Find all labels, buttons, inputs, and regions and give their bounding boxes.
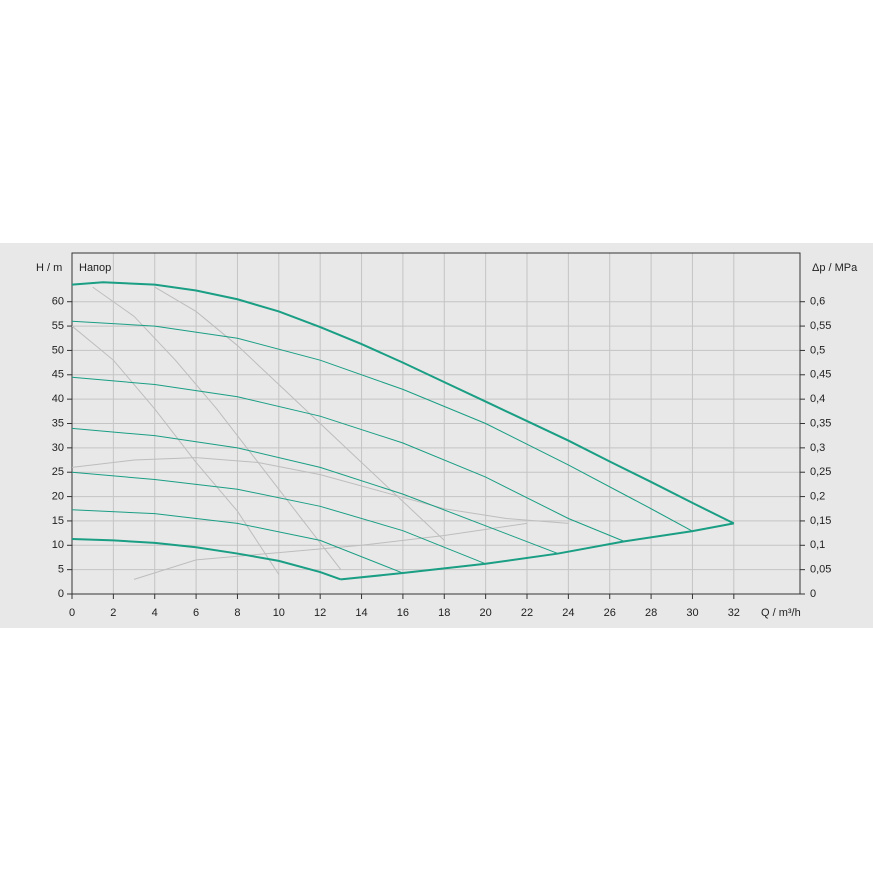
x-tick-label: 2: [110, 607, 116, 619]
y-tick-label: 5: [58, 564, 64, 576]
y-tick-label: 60: [52, 296, 64, 308]
y-tick-label: 45: [52, 369, 64, 381]
x-tick-label: 26: [604, 607, 616, 619]
x-tick-label: 0: [69, 607, 75, 619]
x-axis-label: Q / m³/h: [761, 607, 801, 619]
annotation: Напор: [79, 262, 111, 274]
y2-tick-label: 0,4: [810, 393, 825, 405]
y2-tick-label: 0,3: [810, 442, 825, 454]
y-tick-label: 40: [52, 393, 64, 405]
pump-curve: [71, 325, 280, 575]
y2-tick-label: 0,55: [810, 320, 831, 332]
x-tick-label: 24: [562, 607, 574, 619]
y2-tick-label: 0,1: [810, 539, 825, 551]
x-tick-label: 30: [686, 607, 698, 619]
y-tick-label: 55: [52, 320, 64, 332]
y2-tick-label: 0,15: [810, 515, 831, 527]
pump-curve: [71, 509, 404, 574]
pump-curve: [340, 522, 735, 581]
y2-axis-label: Δp / MPa: [812, 262, 858, 274]
y2-tick-label: 0,25: [810, 466, 831, 478]
y-axis-label: H / m: [36, 262, 62, 274]
y-tick-label: 35: [52, 417, 64, 429]
pump-curve: [71, 320, 693, 532]
pump-curve: [71, 427, 559, 555]
x-tick-label: 4: [152, 607, 158, 619]
x-tick-label: 18: [438, 607, 450, 619]
plot-frame: [71, 252, 801, 595]
y2-tick-label: 0: [810, 588, 816, 600]
y-tick-label: 30: [52, 442, 64, 454]
y-tick-label: 25: [52, 466, 64, 478]
y2-tick-label: 0,5: [810, 344, 825, 356]
x-tick-label: 16: [397, 607, 409, 619]
x-tick-label: 12: [314, 607, 326, 619]
pump-curve: [133, 522, 528, 580]
y2-tick-label: 0,05: [810, 564, 831, 576]
y-tick-label: 20: [52, 490, 64, 502]
pump-curve: [71, 457, 569, 524]
y2-tick-label: 0,6: [810, 296, 825, 308]
pump-curve: [154, 286, 445, 541]
pump-curve: [71, 281, 735, 525]
x-tick-label: 32: [728, 607, 740, 619]
x-tick-label: 8: [234, 607, 240, 619]
y-tick-label: 0: [58, 588, 64, 600]
panel: [0, 243, 873, 628]
y-tick-label: 15: [52, 515, 64, 527]
x-tick-label: 20: [480, 607, 492, 619]
pump-curve: [71, 376, 625, 542]
x-tick-label: 10: [273, 607, 285, 619]
pump-curve: [92, 286, 342, 570]
y2-tick-label: 0,2: [810, 490, 825, 502]
pump-curve: [71, 471, 486, 565]
y-tick-label: 10: [52, 539, 64, 551]
y-tick-label: 50: [52, 344, 64, 356]
x-tick-label: 14: [355, 607, 367, 619]
x-tick-label: 28: [645, 607, 657, 619]
y2-tick-label: 0,35: [810, 417, 831, 429]
x-tick-label: 6: [193, 607, 199, 619]
x-tick-label: 22: [521, 607, 533, 619]
y2-tick-label: 0,45: [810, 369, 831, 381]
pump-curve: [71, 537, 342, 581]
